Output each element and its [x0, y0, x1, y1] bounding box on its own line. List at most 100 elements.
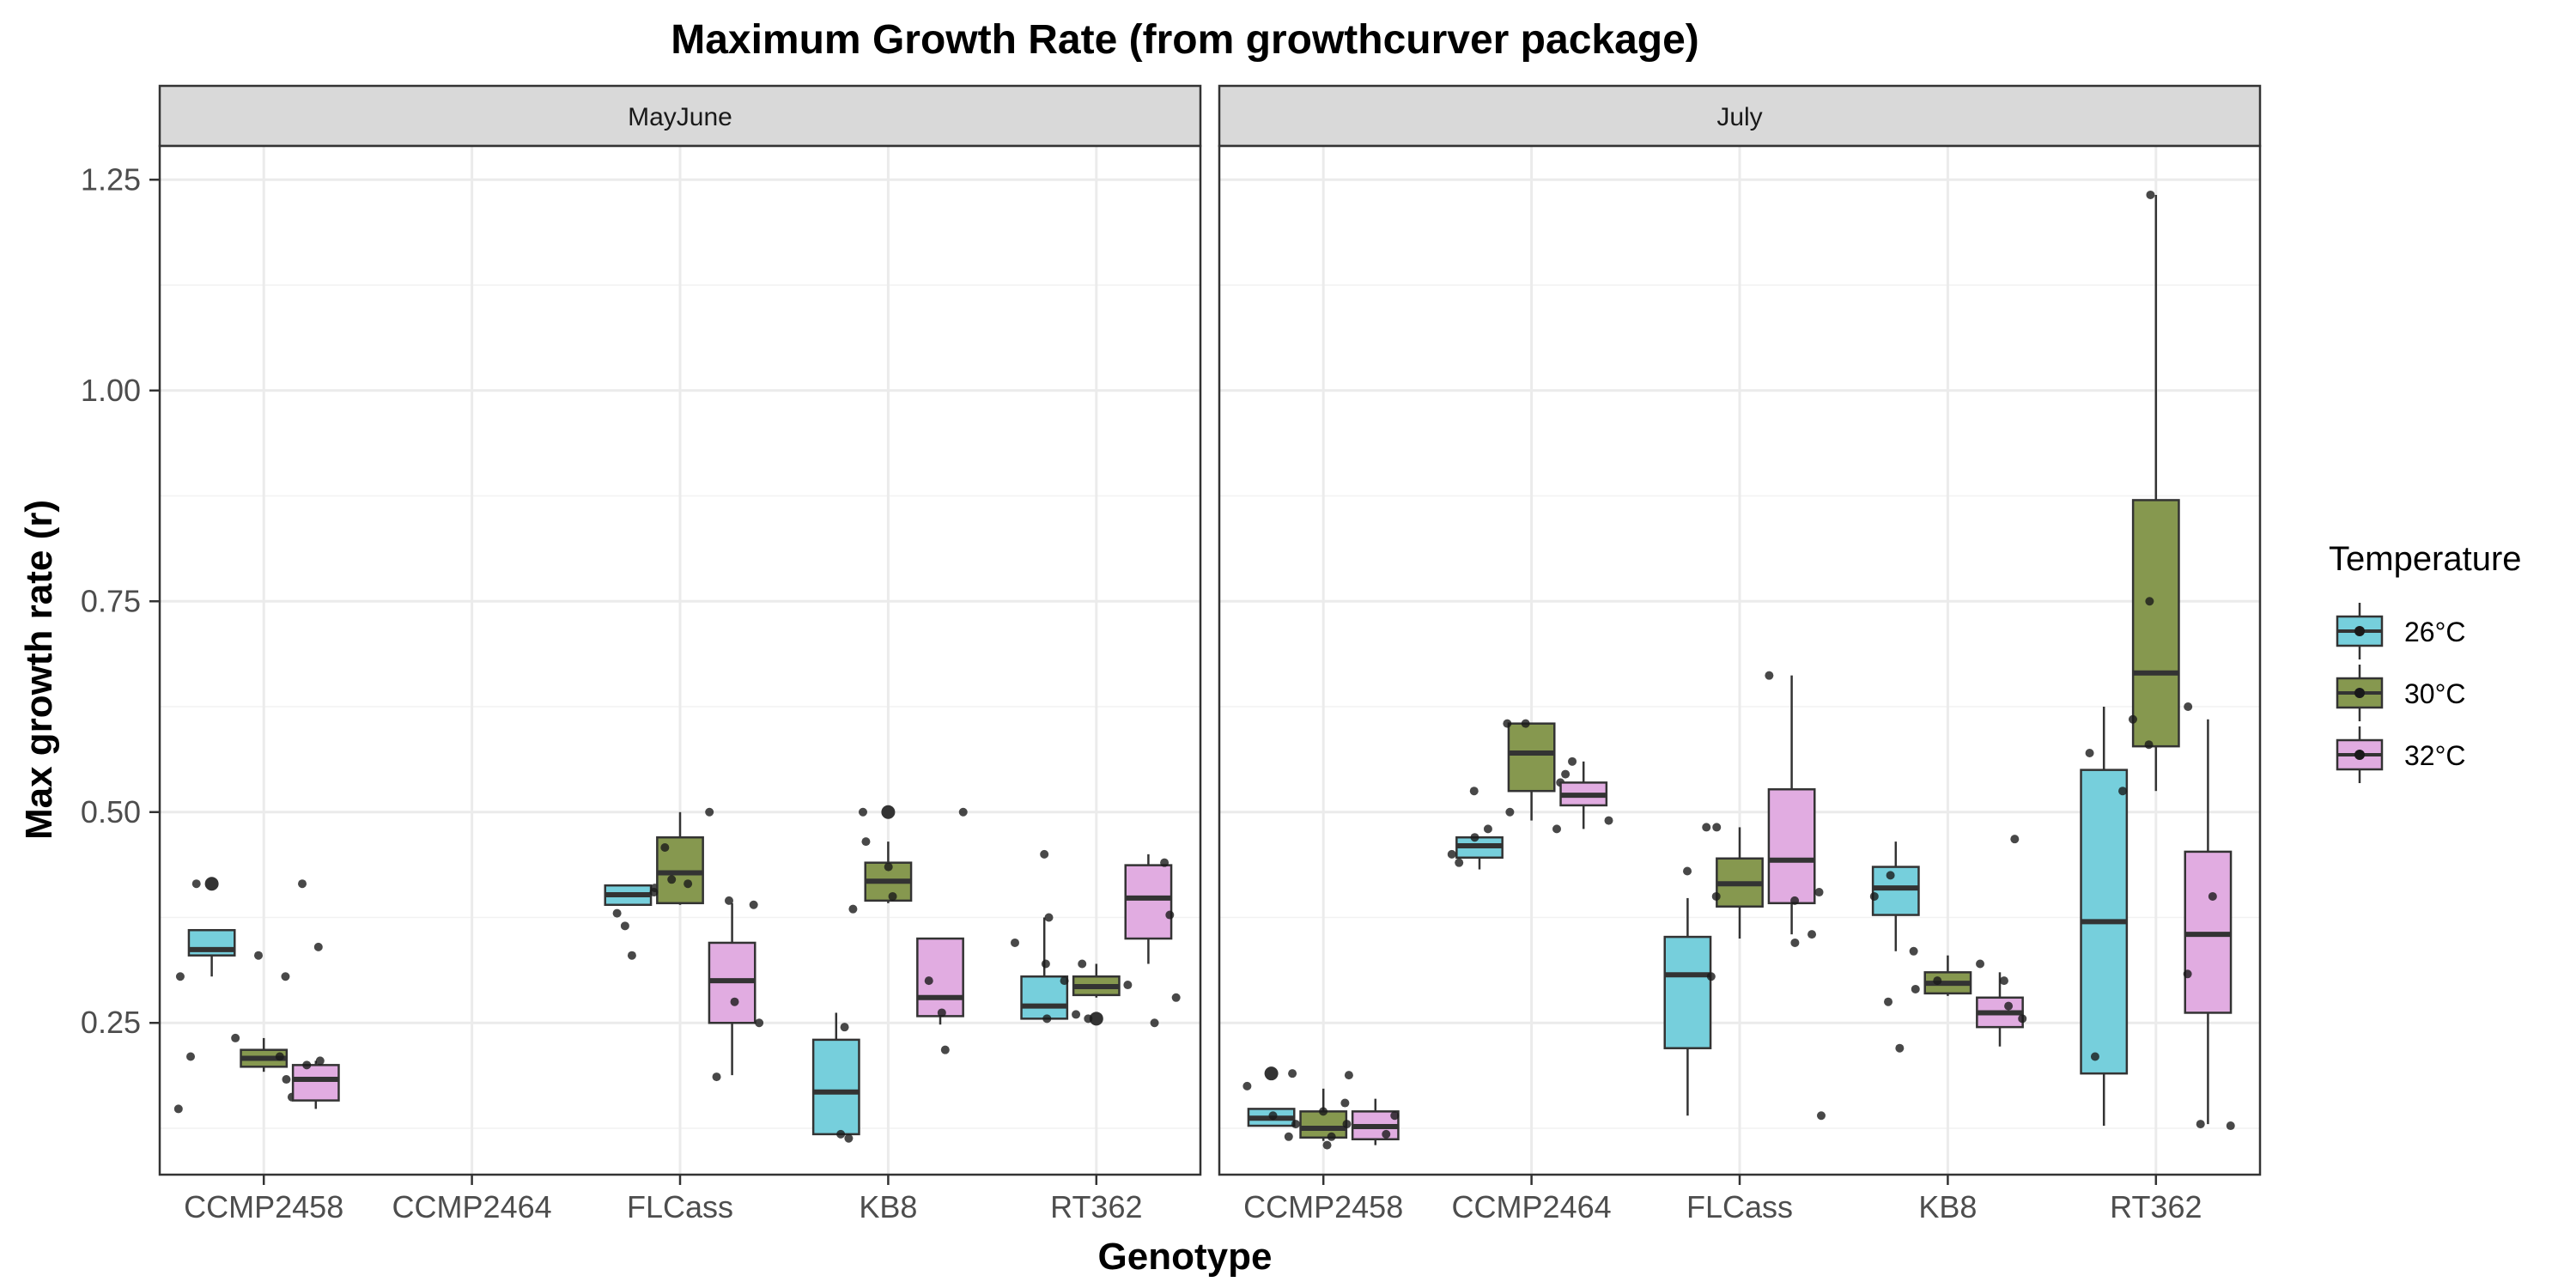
jitter-point: [1790, 938, 1800, 947]
jitter-point: [2018, 1014, 2027, 1024]
jitter-point: [1340, 1098, 1350, 1108]
jitter-point: [1909, 946, 1918, 956]
jitter-point: [1041, 959, 1050, 969]
jitter-point: [302, 1060, 312, 1070]
jitter-point: [940, 1045, 950, 1054]
jitter-point: [749, 900, 758, 909]
jitter-point: [2128, 714, 2137, 724]
box-iqr: [1663, 935, 1712, 1049]
jitter-point: [1911, 984, 1920, 993]
jitter-point: [649, 888, 659, 897]
box-flcass-30c: [1702, 823, 1764, 981]
jitter-point: [1469, 787, 1479, 796]
jitter-point: [1288, 1069, 1297, 1078]
box-flcass-32c: [1765, 671, 1826, 1121]
box-iqr: [811, 1038, 860, 1136]
jitter-point: [281, 972, 290, 981]
box-iqr: [1020, 975, 1069, 1020]
box-rt362-32c: [2183, 702, 2235, 1131]
jitter-point: [2004, 1001, 2014, 1011]
jitter-point: [1322, 1140, 1332, 1150]
jitter-point: [1268, 1111, 1278, 1121]
jitter-point: [1160, 858, 1170, 867]
box-ccmp2458-30c: [1299, 1088, 1352, 1150]
legend: Temperature 26°C 30°C 32°C: [2329, 540, 2522, 783]
jitter-point: [1291, 1120, 1300, 1129]
jitter-point: [924, 976, 933, 986]
jitter-point: [1568, 756, 1577, 766]
jitter-point: [1123, 981, 1133, 990]
jitter-point: [724, 896, 733, 905]
jitter-point: [1814, 888, 1824, 897]
jitter-point: [1999, 976, 2008, 986]
jitter-point: [1040, 849, 1049, 859]
box-iqr: [291, 1064, 340, 1102]
legend-key-30c: 30°C: [2336, 665, 2466, 721]
jitter-point: [712, 1072, 721, 1082]
jitter-point: [191, 879, 201, 889]
jitter-point: [1010, 938, 1019, 947]
jitter-point: [1483, 824, 1492, 834]
jitter-point: [858, 807, 867, 817]
facet-panel-mayjune: MayJune CCMP2458 CCMP2464 FLCass KB8 RT362 0.2…: [81, 84, 1202, 1224]
jitter-point: [2208, 891, 2217, 901]
jitter-point: [683, 879, 693, 889]
outlier-point: [1264, 1066, 1279, 1081]
jitter-point: [1084, 1014, 1093, 1024]
jitter-point: [1284, 1132, 1293, 1141]
jitter-point: [1976, 959, 1985, 969]
box-kb8-30c: [1911, 955, 1985, 996]
jitter-point: [1165, 910, 1175, 920]
jitter-point: [667, 875, 677, 884]
x-tick-label: RT362: [2110, 1189, 2202, 1224]
legend-point: [2354, 626, 2365, 636]
jitter-point: [231, 1033, 240, 1042]
box-iqr: [1871, 866, 1920, 916]
jitter-point: [1884, 997, 1893, 1006]
jitter-point: [1505, 807, 1515, 817]
jitter-point: [1150, 1018, 1159, 1028]
box-rt362-32c: [1124, 854, 1181, 1028]
jitter-point: [1712, 823, 1722, 832]
box-ccmp2458-26c: [173, 877, 236, 1114]
jitter-point: [612, 908, 622, 918]
jitter-point: [2085, 749, 2094, 758]
box-ccmp2458-32c: [1340, 1071, 1400, 1145]
facet-strip: [1218, 84, 2262, 148]
jitter-point: [1816, 1111, 1826, 1121]
box-iqr: [1767, 787, 1816, 905]
jitter-point: [840, 1023, 849, 1032]
box-iqr: [1299, 1110, 1348, 1139]
jitter-point: [1552, 824, 1561, 834]
chart-title: Maximum Growth Rate (from growthcurver p…: [671, 17, 1699, 63]
jitter-point: [1042, 1014, 1052, 1024]
jitter-point: [1242, 1081, 1252, 1091]
jitter-point: [1044, 913, 1054, 922]
jitter-point: [2146, 190, 2155, 199]
jitter-point: [884, 862, 893, 872]
jitter-point: [1060, 976, 1069, 986]
x-tick-label: KB8: [859, 1189, 917, 1224]
jitter-point: [313, 942, 323, 951]
facet-panels: MayJune CCMP2458 CCMP2464 FLCass KB8 RT362 0.2…: [81, 84, 2262, 1224]
legend-point: [2354, 688, 2365, 698]
jitter-point: [1382, 1129, 1391, 1139]
box-flcass-30c: [649, 807, 714, 905]
jitter-point: [298, 879, 307, 889]
jitter-point: [620, 921, 629, 931]
box-iqr: [916, 937, 964, 1018]
y-tick-label: 1.25: [81, 161, 141, 197]
facet-strip-label: July: [1716, 103, 1762, 131]
box-ccmp2458-30c: [231, 951, 296, 1102]
jitter-point: [1390, 1111, 1400, 1121]
box-kb8-26c: [811, 904, 860, 1143]
jitter-point: [2184, 702, 2193, 712]
box-flcass-26c: [1663, 866, 1712, 1116]
jitter-point: [2118, 787, 2128, 796]
x-axis-title: Genotype: [1098, 1236, 1273, 1278]
box-iqr: [2131, 499, 2180, 748]
legend-label: 32°C: [2404, 740, 2466, 771]
jitter-point: [1503, 719, 1512, 728]
jitter-point: [705, 807, 714, 817]
